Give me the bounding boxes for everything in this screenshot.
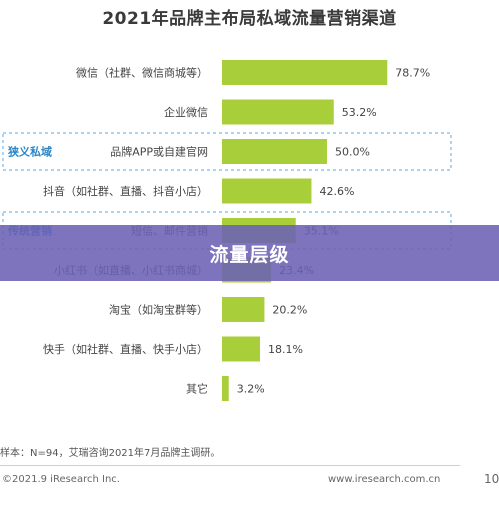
- category-label: 品牌APP或自建官网: [110, 145, 208, 159]
- bar: [222, 139, 327, 164]
- bar: [222, 376, 229, 401]
- bar: [222, 336, 261, 362]
- copyright: ©2021.9 iResearch Inc.: [2, 474, 120, 485]
- banner-text: 流量层级: [209, 243, 290, 266]
- value-label: 3.2%: [237, 383, 265, 396]
- category-label: 微信（社群、微信商城等）: [76, 66, 208, 80]
- page-number: 10: [484, 472, 499, 486]
- chart-title: 2021年品牌主布局私域流量营销渠道: [102, 9, 397, 29]
- value-label: 78.7%: [395, 67, 430, 80]
- category-label: 抖音（如社群、直播、抖音小店）: [43, 184, 208, 198]
- value-label: 53.2%: [342, 106, 377, 119]
- category-label: 企业微信: [164, 105, 208, 119]
- value-label: 20.2%: [272, 304, 307, 317]
- value-label: 18.1%: [268, 343, 303, 356]
- overlay-banner: 流量层级: [0, 225, 499, 281]
- bar: [222, 60, 388, 85]
- category-label: 快手（如社群、直播、快手小店）: [43, 342, 208, 356]
- group-label: 狭义私域: [7, 145, 52, 159]
- group-box: [2, 132, 452, 171]
- bar: [222, 297, 265, 322]
- category-label: 其它: [186, 382, 208, 396]
- bar: [222, 99, 334, 125]
- bar-chart: 狭义私域传统营销 微信（社群、微信商城等）78.7%企业微信53.2%品牌APP…: [2, 60, 452, 401]
- footnote: 样本：N=94，艾瑞咨询2021年7月品牌主调研。: [0, 448, 221, 459]
- bar: [222, 178, 312, 204]
- category-label: 淘宝（如淘宝群等）: [109, 303, 208, 317]
- value-label: 50.0%: [335, 146, 370, 159]
- footer-divider: [0, 465, 460, 466]
- website: www.iresearch.com.cn: [328, 474, 441, 485]
- value-label: 42.6%: [319, 185, 354, 198]
